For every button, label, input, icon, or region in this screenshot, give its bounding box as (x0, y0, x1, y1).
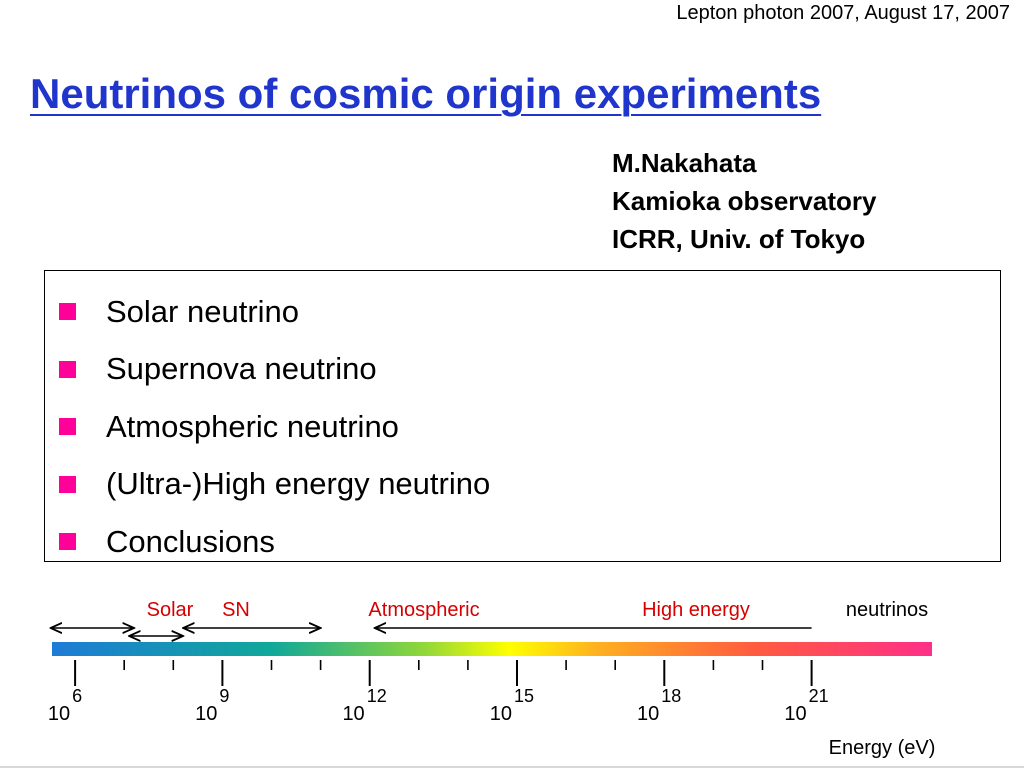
square-bullet-icon (59, 303, 76, 321)
tick-label-base: 10 (48, 703, 70, 725)
square-bullet-icon (59, 533, 76, 551)
author-affiliation-2: ICRR, Univ. of Tokyo (612, 224, 866, 254)
outline-item: (Ultra-)High energy neutrino (59, 456, 490, 514)
outline-item: Conclusions (59, 513, 490, 571)
tick-label-exponent: 9 (219, 686, 229, 706)
slide-title: Neutrinos of cosmic origin experiments (30, 70, 822, 117)
outline-item-label: Solar neutrino (106, 293, 300, 329)
tick-label-base: 10 (490, 703, 512, 725)
outline-item: Supernova neutrino (59, 341, 490, 399)
author-name: M.Nakahata (612, 148, 757, 178)
outline-item-label: Conclusions (106, 523, 275, 559)
neutrinos-label: neutrinos (846, 599, 928, 621)
tick-label-exponent: 15 (514, 686, 534, 706)
range-label-atmospheric: Atmospheric (368, 599, 479, 621)
tick-label-exponent: 6 (72, 686, 82, 706)
range-label-sn: SN (222, 599, 250, 621)
author-affiliation-1: Kamioka observatory (612, 186, 877, 216)
conference-info: Lepton photon 2007, August 17, 2007 (676, 2, 1010, 24)
x-axis-label: Energy (eV) (829, 737, 936, 759)
tick-label-base: 10 (637, 703, 659, 725)
tick-label-base: 10 (784, 703, 806, 725)
outline-item-label: (Ultra-)High energy neutrino (106, 466, 491, 502)
tick-label-base: 10 (342, 703, 364, 725)
range-label-solar: Solar (147, 599, 194, 621)
tick-label-exponent: 21 (809, 686, 829, 706)
outline-item: Atmospheric neutrino (59, 398, 490, 456)
energy-ranges: Solar SN Atmospheric High energy (51, 599, 812, 636)
tick-label-base: 10 (195, 703, 217, 725)
square-bullet-icon (59, 475, 76, 493)
outline-item-label: Supernova neutrino (106, 351, 377, 387)
square-bullet-icon (59, 418, 76, 436)
range-label-high-energy: High energy (642, 599, 750, 621)
outline-box: Solar neutrino Supernova neutrino Atmosp… (44, 270, 1001, 562)
tick-label-exponent: 18 (661, 686, 681, 706)
outline-item-label: Atmospheric neutrino (106, 408, 399, 444)
outline-list: Solar neutrino Supernova neutrino Atmosp… (59, 283, 490, 571)
outline-item: Solar neutrino (59, 283, 490, 341)
author-block: M.Nakahata Kamioka observatory ICRR, Uni… (612, 144, 876, 258)
footer-divider (0, 766, 1024, 768)
tick-label-exponent: 12 (367, 686, 387, 706)
square-bullet-icon (59, 360, 76, 378)
energy-spectrum-bar (52, 642, 932, 656)
energy-chart: 10 6 10 9 10 12 10 15 10 18 10 21 Solar SN Atmospheri… (0, 580, 1024, 768)
